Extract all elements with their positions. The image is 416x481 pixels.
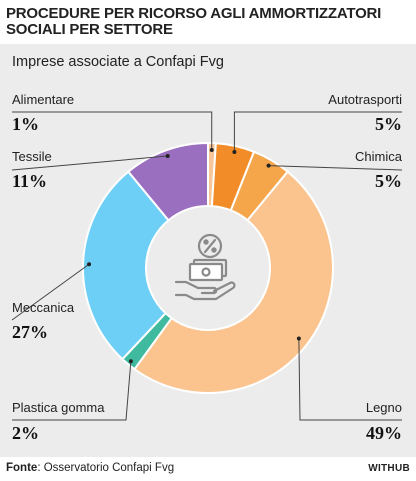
value-autotrasporti: 5% xyxy=(375,114,402,134)
source-note: Fonte: Osservatorio Confapi Fvg xyxy=(6,462,174,474)
label-chimica: Chimica xyxy=(355,149,402,164)
leader-chimica-dot xyxy=(266,163,271,168)
value-alimentare: 1% xyxy=(12,114,39,134)
leader-tessile xyxy=(11,155,168,171)
leader-meccanica-dot xyxy=(87,262,92,267)
brand-logo: WITHUB xyxy=(368,463,410,474)
label-alimentare: Alimentare xyxy=(12,92,75,107)
chart-title: PROCEDURE PER RICORSO AGLI AMMORTIZZATOR… xyxy=(6,5,382,38)
leader-legno-dot xyxy=(296,336,301,341)
value-tessile: 11% xyxy=(12,171,48,191)
label-plastica-gomma: Plastica gomma xyxy=(12,400,105,415)
chart-subtitle: Imprese associate a Confapi Fvg xyxy=(12,54,224,70)
label-meccanica: Meccanica xyxy=(12,300,75,315)
source-label: Fonte xyxy=(6,462,38,474)
leader-tessile-dot xyxy=(165,154,170,159)
leader-autotrasporti-dot xyxy=(232,150,237,154)
leader-plastica-gomma xyxy=(12,361,132,421)
slice-legno xyxy=(133,170,334,394)
leader-plastica-gomma-dot xyxy=(128,359,133,364)
value-chimica: 5% xyxy=(375,171,402,191)
leader-autotrasporti xyxy=(233,111,402,152)
leader-legno xyxy=(298,338,402,421)
label-legno: Legno xyxy=(365,400,402,415)
leader-alimentare xyxy=(12,111,213,150)
label-tessile: Tessile xyxy=(12,149,52,164)
value-plastica-gomma: 2% xyxy=(12,423,39,443)
leader-meccanica xyxy=(11,263,90,321)
leader-chimica xyxy=(268,165,403,171)
hand-money-percent-icon xyxy=(174,233,236,301)
leader-alimentare-dot xyxy=(209,148,214,152)
source-text: : Osservatorio Confapi Fvg xyxy=(37,462,175,474)
value-meccanica: 27% xyxy=(12,322,48,342)
label-autotrasporti: Autotrasporti xyxy=(328,92,402,107)
slice-meccanica xyxy=(82,170,170,361)
value-legno: 49% xyxy=(366,423,402,443)
